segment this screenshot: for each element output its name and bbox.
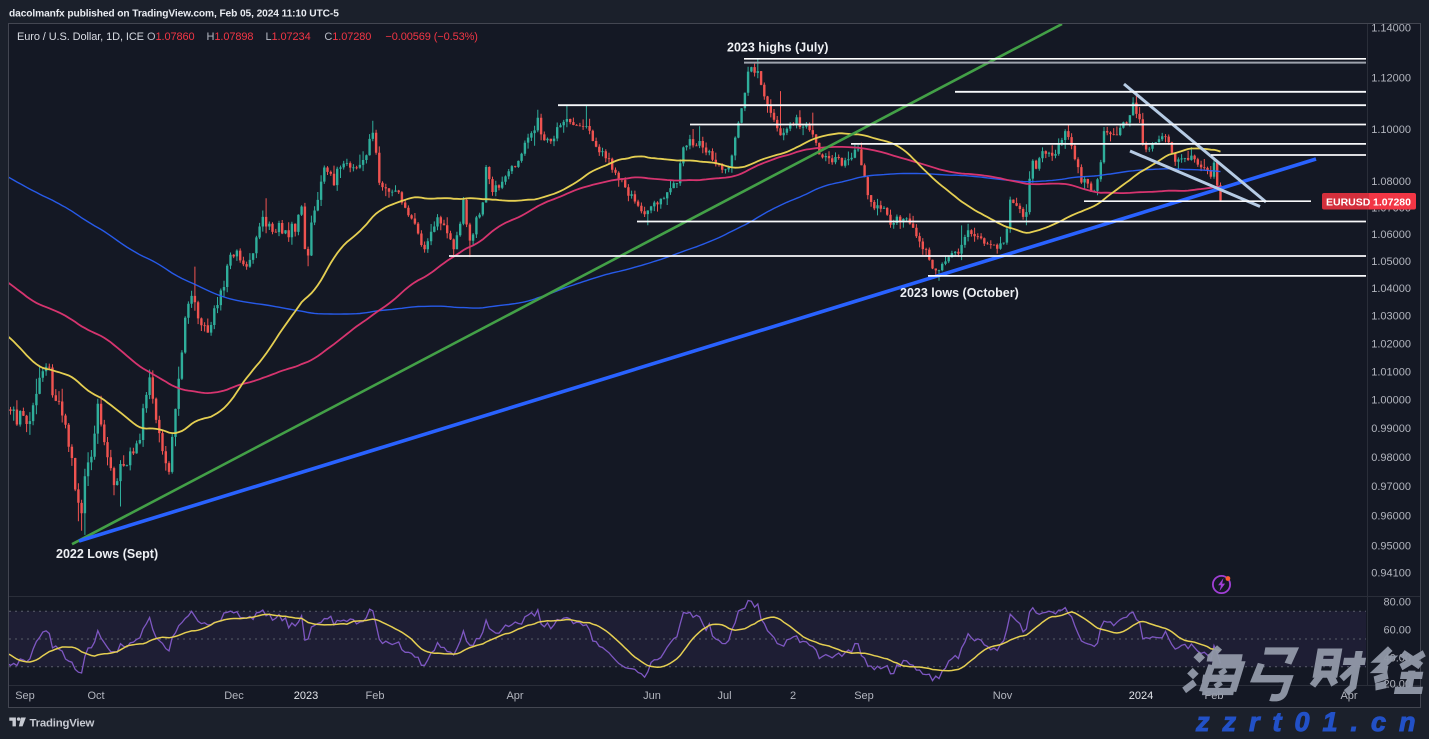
svg-text:Nov: Nov: [993, 690, 1013, 702]
svg-text:0.96000: 0.96000: [1371, 511, 1411, 523]
svg-text:zzrt01.cn: zzrt01.cn: [1195, 707, 1429, 737]
svg-text:1.08000: 1.08000: [1371, 176, 1411, 188]
svg-text:1.02000: 1.02000: [1371, 338, 1411, 350]
svg-text:Apr: Apr: [506, 690, 523, 702]
svg-text:EURUSD: EURUSD: [1326, 196, 1371, 208]
svg-text:2: 2: [790, 690, 796, 702]
svg-text:1.12000: 1.12000: [1371, 73, 1411, 85]
svg-text:Jul: Jul: [717, 690, 731, 702]
svg-text:1.07280: 1.07280: [1373, 196, 1411, 208]
svg-text:Feb: Feb: [366, 690, 385, 702]
svg-text:80.00: 80.00: [1383, 597, 1411, 609]
svg-text:0.98000: 0.98000: [1371, 452, 1411, 464]
svg-text:0.95000: 0.95000: [1371, 540, 1411, 552]
svg-text:Jun: Jun: [643, 690, 661, 702]
svg-text:Sep: Sep: [15, 690, 35, 702]
svg-text:1.14000: 1.14000: [1371, 23, 1411, 35]
svg-text:0.97000: 0.97000: [1371, 481, 1411, 493]
svg-text:2022 Lows (Sept): 2022 Lows (Sept): [56, 547, 158, 561]
svg-text:2023 lows (October): 2023 lows (October): [900, 286, 1019, 300]
svg-text:Apr: Apr: [1340, 690, 1357, 702]
svg-text:1.03000: 1.03000: [1371, 311, 1411, 323]
svg-text:0.94100: 0.94100: [1371, 567, 1411, 579]
svg-text:1.00000: 1.00000: [1371, 395, 1411, 407]
svg-text:Sep: Sep: [854, 690, 874, 702]
svg-text:1.04000: 1.04000: [1371, 283, 1411, 295]
svg-text:dacolmanfx published on Tradin: dacolmanfx published on TradingView.com,…: [9, 9, 339, 20]
svg-text:60.00: 60.00: [1383, 625, 1411, 637]
svg-text:2024: 2024: [1129, 690, 1153, 702]
svg-text:0.99000: 0.99000: [1371, 423, 1411, 435]
svg-text:TradingView: TradingView: [30, 718, 95, 730]
svg-text:2023: 2023: [294, 690, 318, 702]
svg-text:2023 highs (July): 2023 highs (July): [727, 41, 828, 55]
svg-text:Dec: Dec: [224, 690, 244, 702]
svg-text:Oct: Oct: [87, 690, 104, 702]
svg-text:1.01000: 1.01000: [1371, 366, 1411, 378]
svg-text:1.06000: 1.06000: [1371, 229, 1411, 241]
svg-text:1.10000: 1.10000: [1371, 124, 1411, 136]
svg-text:1.05000: 1.05000: [1371, 256, 1411, 268]
